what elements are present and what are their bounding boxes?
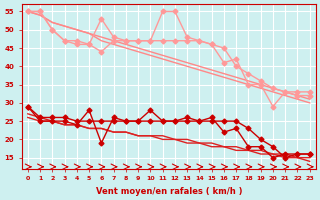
- X-axis label: Vent moyen/en rafales ( km/h ): Vent moyen/en rafales ( km/h ): [95, 187, 242, 196]
